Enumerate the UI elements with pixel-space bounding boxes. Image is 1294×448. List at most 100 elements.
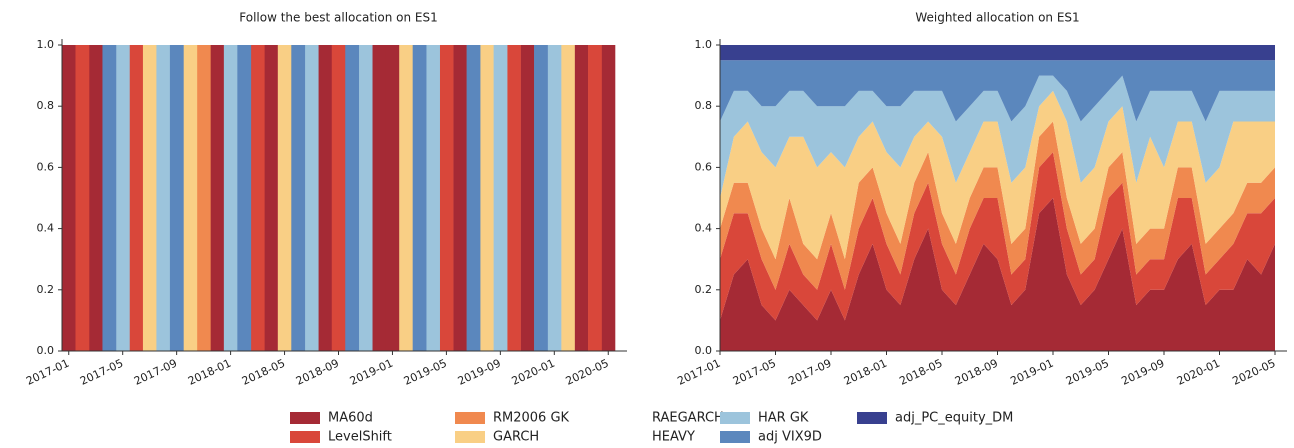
y-tick-label: 0.6 (695, 160, 713, 173)
area (720, 152, 1275, 321)
x-tick-label: 2017-09 (786, 357, 833, 388)
bar-segment (318, 45, 333, 351)
x-tick-label: 2018-05 (240, 357, 287, 388)
x-tick-label: 2018-09 (953, 357, 1000, 388)
bar-segment (547, 45, 562, 351)
x-tick-label: 2019-05 (402, 357, 449, 388)
x-tick-label: 2017-05 (731, 357, 778, 388)
x-tick-label: 2019-09 (456, 357, 503, 388)
bar-segment (399, 45, 413, 351)
legend-label: adj_PC_equity_DM (895, 411, 1013, 426)
bar-segment (561, 45, 575, 351)
bar-segment (156, 45, 171, 351)
bar-segment (196, 45, 211, 351)
bar-segment (534, 45, 548, 351)
bar-segment (210, 45, 225, 351)
bar-segment (480, 45, 494, 351)
chart-title: Follow the best allocation on ES1 (239, 11, 437, 25)
legend-label: HEAVY (652, 430, 695, 445)
bar-segment (439, 45, 454, 351)
legend-swatch (290, 412, 320, 424)
area (720, 45, 1275, 61)
x-tick-label: 2019-09 (1119, 357, 1166, 388)
y-tick-label: 1.0 (695, 38, 713, 51)
y-tick-label: 0.2 (37, 283, 55, 296)
area (720, 121, 1275, 290)
x-tick-label: 2019-05 (1064, 357, 1111, 388)
bar-segment (507, 45, 521, 351)
bar-segment (62, 45, 76, 351)
bar-segment (493, 45, 508, 351)
y-tick-label: 0.8 (695, 99, 713, 112)
bar-segment (264, 45, 279, 351)
x-tick-label: 2018-01 (186, 357, 233, 388)
x-tick-label: 2020-05 (564, 357, 611, 388)
legend-label: HAR GK (758, 411, 809, 426)
bar-segment (223, 45, 238, 351)
legend-label: RAEGARCH (652, 411, 724, 426)
y-tick-label: 0.4 (695, 222, 713, 235)
area (720, 75, 1275, 198)
legend-label: GARCH (493, 430, 539, 445)
x-tick-label: 2020-01 (1175, 357, 1222, 388)
bar-segment (102, 45, 117, 351)
bar-segment (237, 45, 252, 351)
bar-segment (520, 45, 535, 351)
bar-segment (453, 45, 467, 351)
bar-segment (331, 45, 346, 351)
bar-segment (88, 45, 103, 351)
legend-label: RM2006 GK (493, 411, 570, 426)
y-tick-label: 1.0 (37, 38, 55, 51)
legend-swatch (720, 412, 750, 424)
area (720, 60, 1275, 122)
legend-swatch (455, 412, 485, 424)
bar-segment (574, 45, 589, 351)
bar-segment (75, 45, 90, 351)
bar-segment (412, 45, 427, 351)
legend-swatch (455, 431, 485, 443)
x-tick-label: 2018-01 (842, 357, 889, 388)
x-tick-label: 2017-05 (78, 357, 125, 388)
x-tick-label: 2018-05 (897, 357, 944, 388)
bar-segment (277, 45, 292, 351)
x-tick-label: 2017-09 (132, 357, 179, 388)
x-tick-label: 2019-01 (348, 357, 395, 388)
bar-segment (345, 45, 360, 351)
bar-segment (426, 45, 440, 351)
x-tick-label: 2017-01 (24, 357, 71, 388)
x-tick-label: 2020-05 (1230, 357, 1277, 388)
bar-segment (115, 45, 130, 351)
legend-swatch (614, 431, 644, 443)
legend-label: LevelShift (328, 430, 392, 445)
chart-title: Weighted allocation on ES1 (915, 11, 1079, 25)
x-tick-label: 2018-09 (294, 357, 341, 388)
bar-segment (183, 45, 198, 351)
legend-swatch (720, 431, 750, 443)
y-tick-label: 0.0 (695, 344, 713, 357)
y-tick-label: 0.2 (695, 283, 713, 296)
area (720, 90, 1275, 260)
x-tick-label: 2019-01 (1008, 357, 1055, 388)
bar-segment (466, 45, 481, 351)
y-tick-label: 0.6 (37, 160, 55, 173)
bar-segment (358, 45, 373, 351)
bar-segment (385, 45, 400, 351)
x-tick-label: 2017-01 (675, 357, 722, 388)
bar-segment (129, 45, 144, 351)
bar-segment (250, 45, 265, 351)
legend-swatch (857, 412, 887, 424)
y-tick-label: 0.4 (37, 222, 55, 235)
legend-label: MA60d (328, 411, 373, 426)
x-tick-label: 2020-01 (510, 357, 557, 388)
y-tick-label: 0.8 (37, 99, 55, 112)
bar-segment (169, 45, 184, 351)
legend-swatch (290, 431, 320, 443)
bar-segment (588, 45, 602, 351)
bar-segment (372, 45, 387, 351)
bar-segment (142, 45, 157, 351)
bar-segment (601, 45, 616, 351)
area (720, 198, 1275, 351)
y-tick-label: 0.0 (37, 344, 55, 357)
legend-label: adj VIX9D (758, 430, 822, 445)
